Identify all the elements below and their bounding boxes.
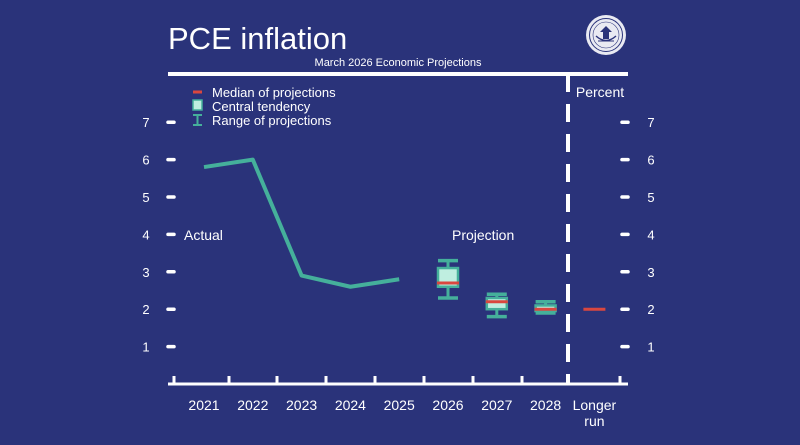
y-tick-label-left-1: 1 (142, 340, 149, 355)
legend: Median of projections Central tendency R… (192, 85, 336, 128)
x-tick-label-2024: 2024 (335, 397, 366, 413)
legend-label-central-tendency: Central tendency (212, 99, 311, 114)
y-tick-label-left-5: 5 (142, 190, 149, 205)
y-tick-label-right-5: 5 (647, 190, 654, 205)
x-tick-label-2026: 2026 (432, 397, 463, 413)
x-tick-label-2025: 2025 (384, 397, 415, 413)
y-tick-label-right-2: 2 (647, 302, 654, 317)
y-tick-label-right-1: 1 (647, 340, 654, 355)
y-tick-label-right-3: 3 (647, 265, 654, 280)
range-bracket-icon (193, 114, 202, 126)
x-axis: 2021 2022 2023 2024 2025 2026 2027 2028 Longer ru… (172, 376, 622, 429)
y-tick-label-right-4: 4 (647, 227, 654, 242)
y-tick-label-right-7: 7 (647, 115, 654, 130)
chart-title: PCE inflation (168, 21, 347, 56)
x-tick-label-2022: 2022 (237, 397, 268, 413)
actual-series-line (203, 157, 400, 289)
x-tick-label-longer-run: Longer run (573, 397, 617, 429)
y-tick-label-left-6: 6 (142, 153, 149, 168)
legend-label-range: Range of projections (212, 113, 332, 128)
x-tick-label-2021: 2021 (188, 397, 219, 413)
x-tick-label-2027: 2027 (481, 397, 512, 413)
y-tick-label-left-7: 7 (142, 115, 149, 130)
chart-subtitle: March 2026 Economic Projections (315, 57, 482, 69)
y-tick-label-left-3: 3 (142, 265, 149, 280)
series-layer (203, 157, 606, 319)
y-axis-left: 1 2 3 4 5 6 7 (142, 115, 176, 355)
unit-label: Percent (576, 84, 624, 100)
x-tick-label-2028: 2028 (530, 397, 561, 413)
x-tick-label-2023: 2023 (286, 397, 317, 413)
actual-annotation: Actual (184, 227, 223, 243)
y-tick-label-left-2: 2 (142, 302, 149, 317)
central-tendency-box-2027 (485, 296, 509, 311)
central-tendency-box-icon (192, 99, 203, 111)
y-tick-label-left-4: 4 (142, 227, 149, 242)
federal-reserve-seal-icon (586, 15, 626, 55)
projection-annotation: Projection (452, 227, 514, 243)
y-tick-label-right-6: 6 (647, 153, 654, 168)
legend-label-median: Median of projections (212, 85, 336, 100)
y-axis-right: 1 2 3 4 5 6 7 (620, 115, 655, 355)
